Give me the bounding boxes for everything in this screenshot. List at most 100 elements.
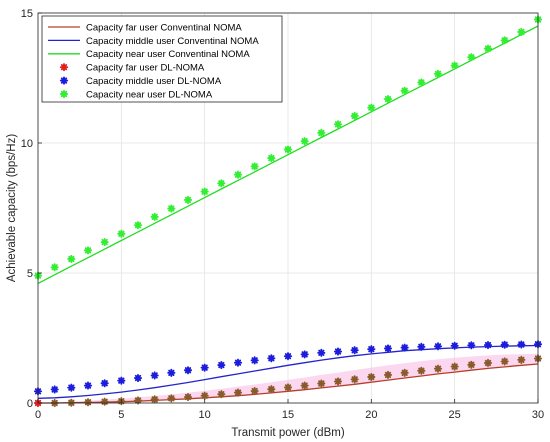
data-point-5: [433, 69, 443, 78]
legend-box: [41, 15, 283, 103]
data-point-5: [383, 95, 393, 104]
data-point-3: [250, 386, 259, 396]
data-point-4: [283, 352, 293, 361]
legend-label: Capacity far user Conventinal NOMA: [86, 22, 242, 33]
y-tick-label: 15: [21, 8, 33, 20]
data-point-5: [367, 103, 376, 112]
data-point-4: [217, 360, 226, 370]
data-point-5: [167, 204, 176, 213]
data-point-4: [233, 358, 243, 367]
data-point-3: [317, 379, 326, 388]
data-point-4: [67, 383, 76, 392]
data-point-4: [433, 342, 443, 351]
data-point-3: [517, 355, 526, 364]
data-point-5: [250, 162, 259, 171]
data-point-3: [350, 375, 359, 384]
data-point-4: [50, 385, 59, 394]
data-point-5: [400, 86, 409, 95]
data-point-3: [100, 397, 109, 406]
data-point-3: [267, 385, 276, 394]
data-point-3: [500, 357, 509, 366]
data-point-4: [267, 354, 276, 363]
data-point-4: [383, 344, 393, 353]
data-point-4: [250, 356, 259, 365]
data-point-4: [100, 379, 109, 388]
data-point-4: [500, 340, 509, 349]
data-point-4: [133, 373, 143, 383]
data-point-3: [167, 394, 176, 403]
data-point-4: [483, 340, 493, 350]
data-point-3: [300, 381, 309, 390]
data-point-3: [233, 388, 243, 397]
confidence-band: [38, 353, 538, 403]
data-point-5: [283, 145, 293, 154]
data-point-5: [500, 36, 509, 45]
data-point-4: [83, 381, 93, 390]
legend-label: Capacity near user DL-NOMA: [86, 89, 213, 100]
data-point-3: [383, 370, 393, 379]
data-point-3: [400, 368, 409, 377]
y-axis-label: Achievable capacity (bps/Hz): [6, 134, 18, 282]
data-point-5: [350, 111, 359, 121]
legend: Capacity far user Conventinal NOMA Capaci…: [41, 15, 283, 103]
y-tick-label: 0: [27, 398, 33, 410]
data-point-5: [417, 78, 426, 87]
y-tick-label: 10: [21, 138, 33, 150]
data-point-5: [183, 195, 193, 204]
data-point-3: [333, 377, 343, 386]
data-point-3: [433, 364, 443, 373]
data-point-5: [117, 229, 126, 238]
data-point-5: [133, 221, 143, 230]
data-point-5: [300, 137, 309, 146]
data-point-3: [83, 398, 93, 407]
data-point-5: [317, 128, 326, 137]
data-point-4: [400, 343, 409, 352]
data-point-5: [267, 154, 276, 163]
legend-swatch-marker: [59, 89, 69, 99]
legend-label: Capacity far user DL-NOMA: [86, 63, 205, 74]
data-point-3: [200, 391, 209, 400]
legend-swatch-marker: [59, 63, 69, 72]
series-markers: [33, 15, 543, 408]
data-point-4: [517, 340, 526, 349]
data-point-5: [150, 212, 159, 221]
data-point-5: [450, 61, 459, 70]
data-point-5: [517, 27, 526, 37]
x-tick-label: 25: [449, 409, 461, 421]
data-point-4: [350, 346, 359, 355]
legend-swatch-marker: [59, 76, 69, 85]
legend-label: Capacity middle user DL-NOMA: [86, 76, 222, 87]
data-point-3: [150, 395, 159, 404]
data-point-5: [100, 238, 109, 247]
x-tick-label: 10: [199, 409, 211, 421]
data-point-4: [200, 363, 209, 372]
data-point-4: [317, 348, 326, 357]
data-point-3: [217, 390, 226, 399]
data-point-5: [233, 170, 243, 179]
data-point-5: [483, 44, 493, 53]
axis-ticks: 0 5 10 15 20 25 30 0 5 10 15: [21, 8, 544, 421]
data-point-3: [133, 396, 143, 405]
band-area: [38, 353, 538, 403]
data-point-5: [217, 179, 226, 188]
y-tick-label: 5: [27, 268, 33, 280]
data-point-4: [150, 371, 159, 380]
x-axis-label: Transmit power (dBm): [231, 427, 344, 439]
data-point-5: [67, 254, 76, 264]
data-point-3: [283, 383, 293, 392]
data-point-5: [333, 120, 343, 129]
x-tick-label: 20: [365, 409, 377, 421]
data-point-3: [417, 366, 426, 375]
data-point-5: [200, 187, 209, 196]
data-point-4: [117, 376, 126, 385]
data-point-4: [467, 341, 476, 350]
data-point-5: [50, 263, 59, 272]
data-point-4: [183, 366, 193, 375]
data-point-4: [300, 350, 309, 359]
data-point-5: [83, 246, 93, 255]
data-point-5: [467, 53, 476, 62]
x-tick-label: 15: [282, 409, 294, 421]
data-point-4: [333, 347, 343, 356]
x-tick-label: 5: [118, 409, 124, 421]
